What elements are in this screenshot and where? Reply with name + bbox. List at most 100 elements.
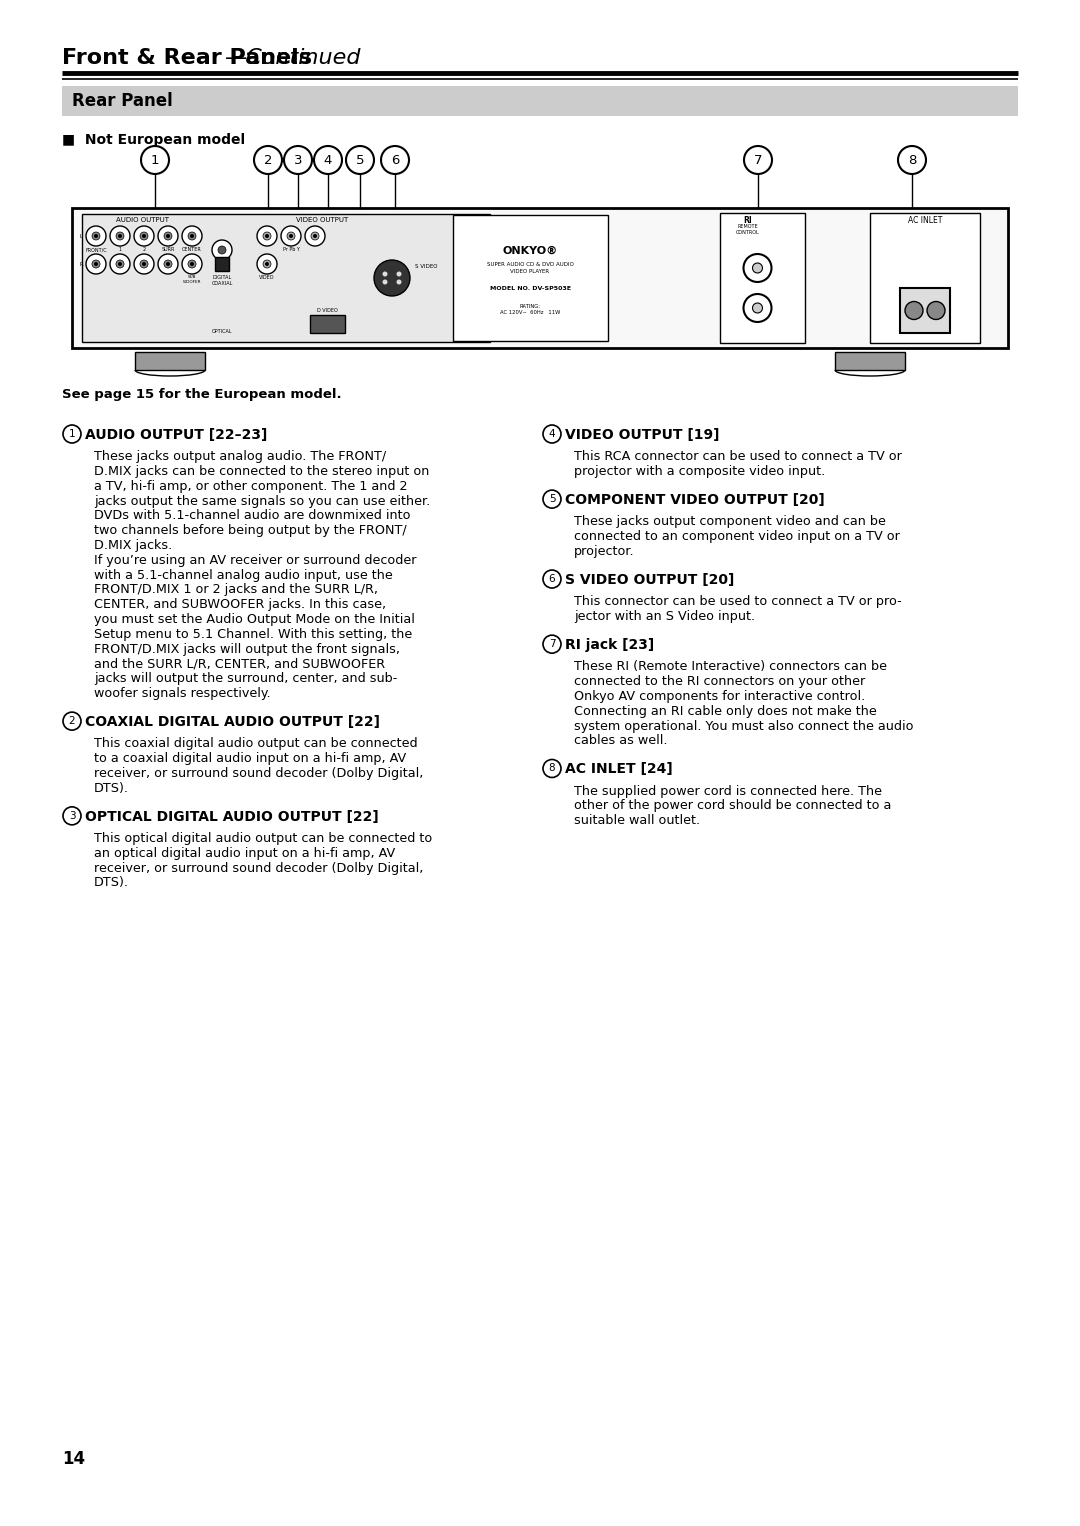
Circle shape bbox=[116, 259, 124, 269]
Circle shape bbox=[141, 262, 146, 266]
Circle shape bbox=[281, 226, 301, 246]
Text: 14: 14 bbox=[62, 1450, 85, 1468]
Circle shape bbox=[374, 259, 410, 296]
Circle shape bbox=[140, 259, 148, 269]
Circle shape bbox=[311, 232, 319, 240]
Text: two channels before being output by the FRONT/: two channels before being output by the … bbox=[94, 525, 407, 537]
Circle shape bbox=[744, 146, 772, 174]
Text: 3: 3 bbox=[69, 810, 76, 821]
Circle shape bbox=[134, 226, 154, 246]
Text: D.MIX jacks can be connected to the stereo input on: D.MIX jacks can be connected to the ster… bbox=[94, 465, 430, 478]
Text: DIGITAL
COAXIAL: DIGITAL COAXIAL bbox=[212, 275, 232, 285]
Text: jacks will output the surround, center, and sub-: jacks will output the surround, center, … bbox=[94, 671, 397, 685]
Text: 1: 1 bbox=[69, 429, 76, 439]
Text: jector with an S Video input.: jector with an S Video input. bbox=[573, 610, 755, 623]
Text: DTS).: DTS). bbox=[94, 876, 129, 890]
Circle shape bbox=[190, 262, 194, 266]
Text: These RI (Remote Interactive) connectors can be: These RI (Remote Interactive) connectors… bbox=[573, 661, 887, 673]
Circle shape bbox=[543, 760, 561, 777]
Text: This connector can be used to connect a TV or pro-: This connector can be used to connect a … bbox=[573, 595, 902, 609]
Circle shape bbox=[543, 635, 561, 653]
Text: connected to the RI connectors on your other: connected to the RI connectors on your o… bbox=[573, 674, 865, 688]
Circle shape bbox=[753, 304, 762, 313]
Circle shape bbox=[743, 253, 771, 282]
Text: 4: 4 bbox=[549, 429, 555, 439]
Circle shape bbox=[92, 232, 100, 240]
Circle shape bbox=[116, 232, 124, 240]
Text: REMOTE
CONTROL: REMOTE CONTROL bbox=[735, 224, 759, 235]
Text: CENTER: CENTER bbox=[183, 247, 202, 252]
Text: 2: 2 bbox=[69, 716, 76, 726]
Text: 4: 4 bbox=[324, 154, 333, 166]
Circle shape bbox=[743, 295, 771, 322]
Text: connected to an component video input on a TV or: connected to an component video input on… bbox=[573, 530, 900, 543]
Text: 6: 6 bbox=[391, 154, 400, 166]
Circle shape bbox=[63, 713, 81, 729]
Text: projector.: projector. bbox=[573, 545, 635, 559]
Circle shape bbox=[396, 279, 402, 284]
Circle shape bbox=[141, 233, 146, 238]
Text: RI jack [23]: RI jack [23] bbox=[565, 638, 654, 652]
Text: AUDIO OUTPUT: AUDIO OUTPUT bbox=[116, 217, 168, 223]
Text: Onkyo AV components for interactive control.: Onkyo AV components for interactive cont… bbox=[573, 690, 865, 703]
Circle shape bbox=[188, 232, 195, 240]
Circle shape bbox=[305, 226, 325, 246]
Circle shape bbox=[110, 226, 130, 246]
Text: and the SURR L/R, CENTER, and SUBWOOFER: and the SURR L/R, CENTER, and SUBWOOFER bbox=[94, 658, 386, 670]
Text: to a coaxial digital audio input on a hi-fi amp, AV: to a coaxial digital audio input on a hi… bbox=[94, 752, 406, 765]
Text: VIDEO OUTPUT [19]: VIDEO OUTPUT [19] bbox=[565, 427, 719, 443]
Circle shape bbox=[92, 259, 100, 269]
Circle shape bbox=[141, 146, 168, 174]
Text: FRONT/D.MIX 1 or 2 jacks and the SURR L/R,: FRONT/D.MIX 1 or 2 jacks and the SURR L/… bbox=[94, 583, 378, 597]
Text: S VIDEO: S VIDEO bbox=[415, 264, 437, 269]
Circle shape bbox=[927, 302, 945, 319]
Text: —Continued: —Continued bbox=[224, 47, 361, 69]
Circle shape bbox=[897, 146, 926, 174]
Circle shape bbox=[63, 426, 81, 443]
Text: MODEL NO. DV-SP503E: MODEL NO. DV-SP503E bbox=[489, 285, 570, 290]
Text: suitable wall outlet.: suitable wall outlet. bbox=[573, 815, 700, 827]
Text: cables as well.: cables as well. bbox=[573, 734, 667, 748]
Text: jacks output the same signals so you can use either.: jacks output the same signals so you can… bbox=[94, 494, 430, 508]
Text: SURR: SURR bbox=[161, 247, 175, 252]
Text: other of the power cord should be connected to a: other of the power cord should be connec… bbox=[573, 800, 891, 812]
Text: RATING:
AC 120V~  60Hz   11W: RATING: AC 120V~ 60Hz 11W bbox=[500, 304, 561, 314]
Text: D.MIX jacks.: D.MIX jacks. bbox=[94, 539, 172, 552]
Text: 8: 8 bbox=[908, 154, 916, 166]
Text: FRONT/C: FRONT/C bbox=[85, 247, 107, 252]
Circle shape bbox=[110, 253, 130, 275]
Text: woofer signals respectively.: woofer signals respectively. bbox=[94, 687, 271, 700]
Circle shape bbox=[314, 146, 342, 174]
Text: with a 5.1-channel analog audio input, use the: with a 5.1-channel analog audio input, u… bbox=[94, 569, 393, 581]
Text: Connecting an RI cable only does not make the: Connecting an RI cable only does not mak… bbox=[573, 705, 877, 717]
Circle shape bbox=[140, 232, 148, 240]
Circle shape bbox=[166, 262, 170, 266]
Circle shape bbox=[905, 302, 923, 319]
Circle shape bbox=[543, 426, 561, 443]
Circle shape bbox=[183, 226, 202, 246]
Text: DTS).: DTS). bbox=[94, 781, 129, 795]
Text: Rear Panel: Rear Panel bbox=[72, 92, 173, 110]
Circle shape bbox=[289, 233, 293, 238]
Text: 1: 1 bbox=[151, 154, 159, 166]
Bar bbox=[453, 215, 607, 340]
Text: D VIDEO: D VIDEO bbox=[316, 308, 337, 313]
Text: system operational. You must also connect the audio: system operational. You must also connec… bbox=[573, 720, 914, 732]
Circle shape bbox=[94, 233, 98, 238]
Circle shape bbox=[190, 233, 194, 238]
Circle shape bbox=[543, 490, 561, 508]
Text: This RCA connector can be used to connect a TV or: This RCA connector can be used to connec… bbox=[573, 450, 902, 464]
Circle shape bbox=[86, 226, 106, 246]
Circle shape bbox=[543, 571, 561, 588]
Text: COAXIAL DIGITAL AUDIO OUTPUT [22]: COAXIAL DIGITAL AUDIO OUTPUT [22] bbox=[85, 716, 380, 729]
Circle shape bbox=[313, 233, 318, 238]
Circle shape bbox=[218, 246, 226, 253]
Text: S VIDEO OUTPUT [20]: S VIDEO OUTPUT [20] bbox=[565, 574, 734, 588]
Circle shape bbox=[381, 146, 409, 174]
Circle shape bbox=[257, 253, 276, 275]
Text: 8: 8 bbox=[549, 763, 555, 774]
Circle shape bbox=[212, 240, 232, 259]
Circle shape bbox=[396, 272, 402, 276]
Bar bbox=[62, 85, 1018, 116]
Text: These jacks output component video and can be: These jacks output component video and c… bbox=[573, 516, 886, 528]
